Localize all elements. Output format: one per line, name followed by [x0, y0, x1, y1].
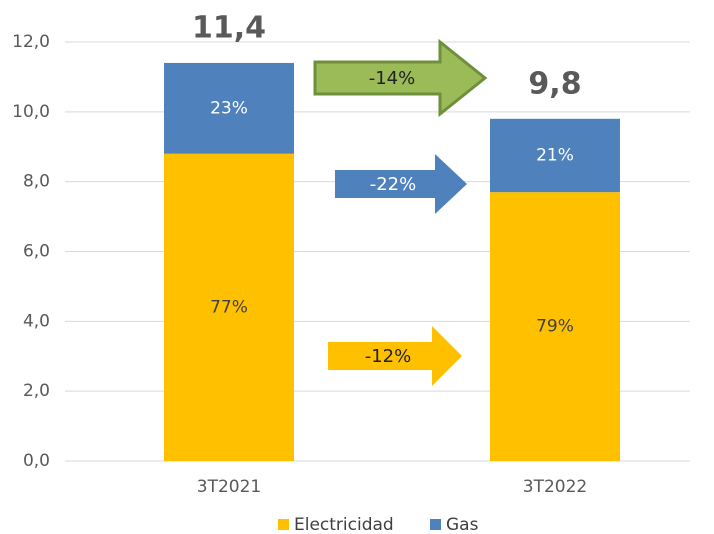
bar-segment: [490, 192, 620, 461]
arrow: [335, 154, 467, 214]
annotation: -14%: [369, 68, 416, 89]
data-label: 77%: [210, 297, 248, 317]
total-label: 11,4: [192, 10, 266, 45]
bar-segment: [490, 118, 620, 193]
data-label: 23%: [210, 98, 248, 118]
legend-label: Electricidad: [294, 515, 394, 534]
y-tick-label: 4,0: [23, 311, 50, 331]
y-tick-label: 6,0: [23, 242, 50, 262]
bar-segment: [164, 62, 294, 154]
annotation: -12%: [365, 346, 412, 367]
x-tick-label: 3T2022: [523, 477, 587, 497]
legend-swatch: [430, 519, 441, 530]
arrow: [328, 326, 462, 386]
legend-label: Gas: [446, 515, 479, 534]
data-label: 21%: [536, 145, 574, 165]
bar-segment: [164, 153, 294, 461]
total-label: 9,8: [528, 66, 581, 101]
x-tick-label: 3T2021: [197, 477, 261, 497]
y-tick-label: 10,0: [12, 102, 50, 122]
legend-swatch: [278, 519, 289, 530]
annotation: -22%: [370, 174, 417, 195]
y-tick-label: 2,0: [23, 381, 50, 401]
arrow: [313, 38, 488, 118]
y-tick-label: 0,0: [23, 451, 50, 471]
data-label: 79%: [536, 317, 574, 337]
y-tick-label: 8,0: [23, 172, 50, 192]
y-tick-label: 12,0: [12, 32, 50, 52]
